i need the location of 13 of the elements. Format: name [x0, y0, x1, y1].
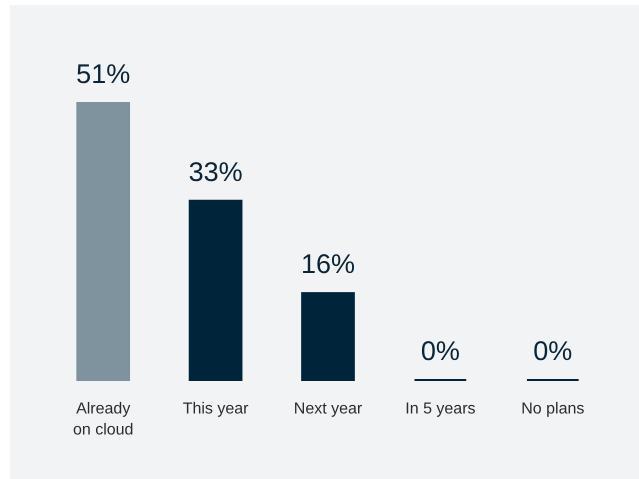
x-tick-label: No plans — [521, 400, 584, 418]
bar — [188, 200, 242, 381]
x-tick-label: Next year — [294, 400, 363, 418]
bar — [76, 102, 130, 381]
data-label: 33% — [188, 156, 243, 187]
data-label: 51% — [76, 59, 130, 89]
x-tick-label: Already on cloud — [72, 400, 134, 438]
x-tick-label: In 5 years — [405, 400, 476, 418]
data-label: 0% — [533, 336, 572, 366]
data-label: 0% — [420, 336, 460, 366]
x-tick-label: This year — [182, 400, 250, 418]
data-label: 16% — [300, 249, 356, 280]
bar — [301, 292, 355, 381]
